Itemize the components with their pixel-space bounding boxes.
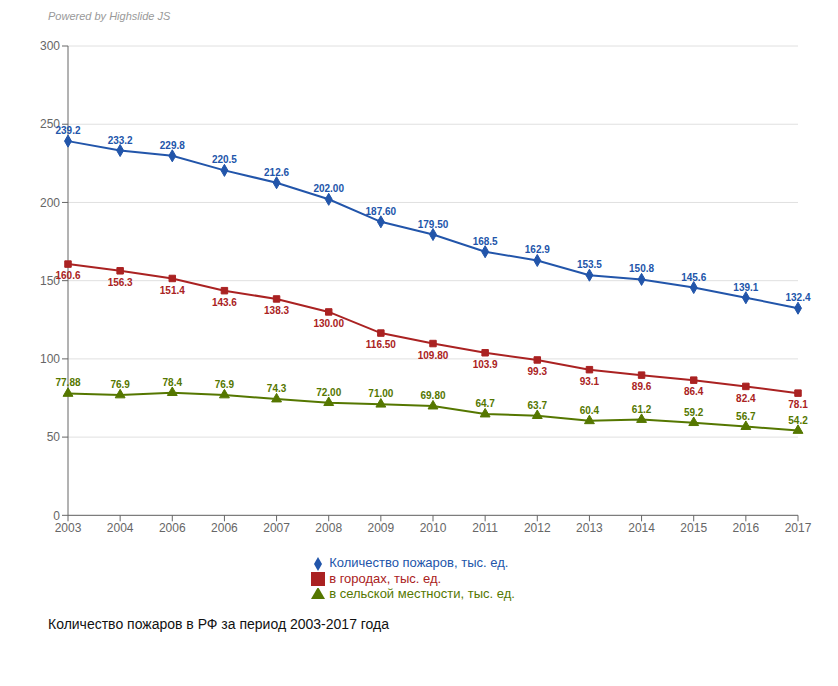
html-text:Количество пожаров в РФ за пер: Количество пожаров в РФ за период 2003-2…: [48, 616, 390, 632]
svg-text:250: 250: [40, 117, 60, 132]
svg-text:59.2: 59.2: [684, 407, 704, 418]
svg-text:78.1: 78.1: [788, 399, 808, 410]
svg-text:2003: 2003: [55, 521, 82, 535]
svg-text:2016: 2016: [733, 521, 760, 535]
svg-text:109.80: 109.80: [418, 350, 449, 361]
svg-text:200: 200: [40, 196, 60, 210]
svg-text:239.2: 239.2: [55, 125, 80, 136]
svg-text:220.5: 220.5: [212, 154, 237, 165]
svg-text:233.2: 233.2: [108, 135, 133, 146]
svg-text:168.5: 168.5: [473, 236, 498, 247]
svg-text:99.3: 99.3: [528, 366, 548, 377]
html-text:в городах, тыс. ед.: в городах, тыс. ед.: [329, 570, 442, 586]
svg-text:300: 300: [40, 39, 60, 53]
svg-text:86.4: 86.4: [684, 386, 704, 397]
svg-text:60.4: 60.4: [580, 405, 600, 416]
svg-text:138.3: 138.3: [264, 305, 289, 316]
svg-text:78.4: 78.4: [163, 377, 183, 388]
svg-text:2006: 2006: [211, 521, 238, 535]
svg-text:76.9: 76.9: [110, 379, 130, 390]
svg-text:77.88: 77.88: [55, 377, 80, 388]
svg-text:212.6: 212.6: [264, 167, 289, 178]
svg-text:74.3: 74.3: [267, 383, 287, 394]
svg-text:2012: 2012: [524, 521, 551, 535]
svg-text:2010: 2010: [420, 521, 447, 535]
html-text:в сельской местности, тыс. ед.: в сельской местности, тыс. ед.: [329, 586, 515, 602]
svg-text:0: 0: [53, 509, 60, 523]
svg-text:151.4: 151.4: [160, 285, 185, 296]
svg-text:179.50: 179.50: [418, 219, 449, 230]
svg-text:187.60: 187.60: [366, 206, 397, 217]
svg-text:202.00: 202.00: [313, 183, 344, 194]
svg-text:132.4: 132.4: [785, 292, 810, 303]
svg-text:229.8: 229.8: [160, 140, 185, 151]
svg-text:82.4: 82.4: [736, 393, 756, 404]
svg-text:64.7: 64.7: [475, 398, 495, 409]
svg-text:69.80: 69.80: [420, 390, 445, 401]
svg-text:150: 150: [40, 273, 60, 288]
html-text:Powered by Highslide JS: Powered by Highslide JS: [48, 10, 171, 22]
svg-text:2011: 2011: [472, 521, 498, 535]
svg-text:156.3: 156.3: [108, 277, 133, 288]
svg-text:61.2: 61.2: [632, 404, 652, 415]
html-text:Количество пожаров, тыс. ед.: Количество пожаров, тыс. ед.: [329, 555, 509, 571]
svg-text:130.00: 130.00: [313, 318, 344, 329]
svg-text:2015: 2015: [680, 521, 707, 535]
svg-text:93.1: 93.1: [580, 376, 600, 387]
svg-text:72.00: 72.00: [316, 387, 341, 398]
svg-text:2007: 2007: [263, 521, 290, 535]
svg-text:103.9: 103.9: [473, 359, 498, 370]
svg-text:145.6: 145.6: [681, 272, 706, 283]
svg-text:56.7: 56.7: [736, 411, 756, 422]
svg-text:54.2: 54.2: [788, 415, 808, 426]
svg-text:71.00: 71.00: [368, 388, 393, 399]
svg-text:160.6: 160.6: [55, 270, 80, 281]
svg-text:2013: 2013: [576, 521, 603, 535]
svg-text:2008: 2008: [315, 521, 342, 535]
svg-text:2006: 2006: [159, 521, 186, 535]
svg-text:63.7: 63.7: [528, 400, 548, 411]
svg-text:2017: 2017: [785, 521, 812, 535]
svg-text:2004: 2004: [107, 521, 134, 535]
svg-text:2014: 2014: [628, 521, 655, 535]
svg-text:2009: 2009: [368, 521, 395, 535]
svg-text:143.6: 143.6: [212, 297, 237, 308]
svg-text:50: 50: [47, 430, 61, 444]
svg-text:162.9: 162.9: [525, 244, 550, 255]
svg-text:100: 100: [40, 352, 60, 366]
svg-text:116.50: 116.50: [366, 339, 396, 350]
svg-text:76.9: 76.9: [215, 379, 235, 390]
svg-text:139.1: 139.1: [733, 282, 758, 293]
svg-text:153.5: 153.5: [577, 259, 602, 270]
svg-text:150.8: 150.8: [629, 263, 654, 274]
svg-text:89.6: 89.6: [632, 381, 652, 392]
